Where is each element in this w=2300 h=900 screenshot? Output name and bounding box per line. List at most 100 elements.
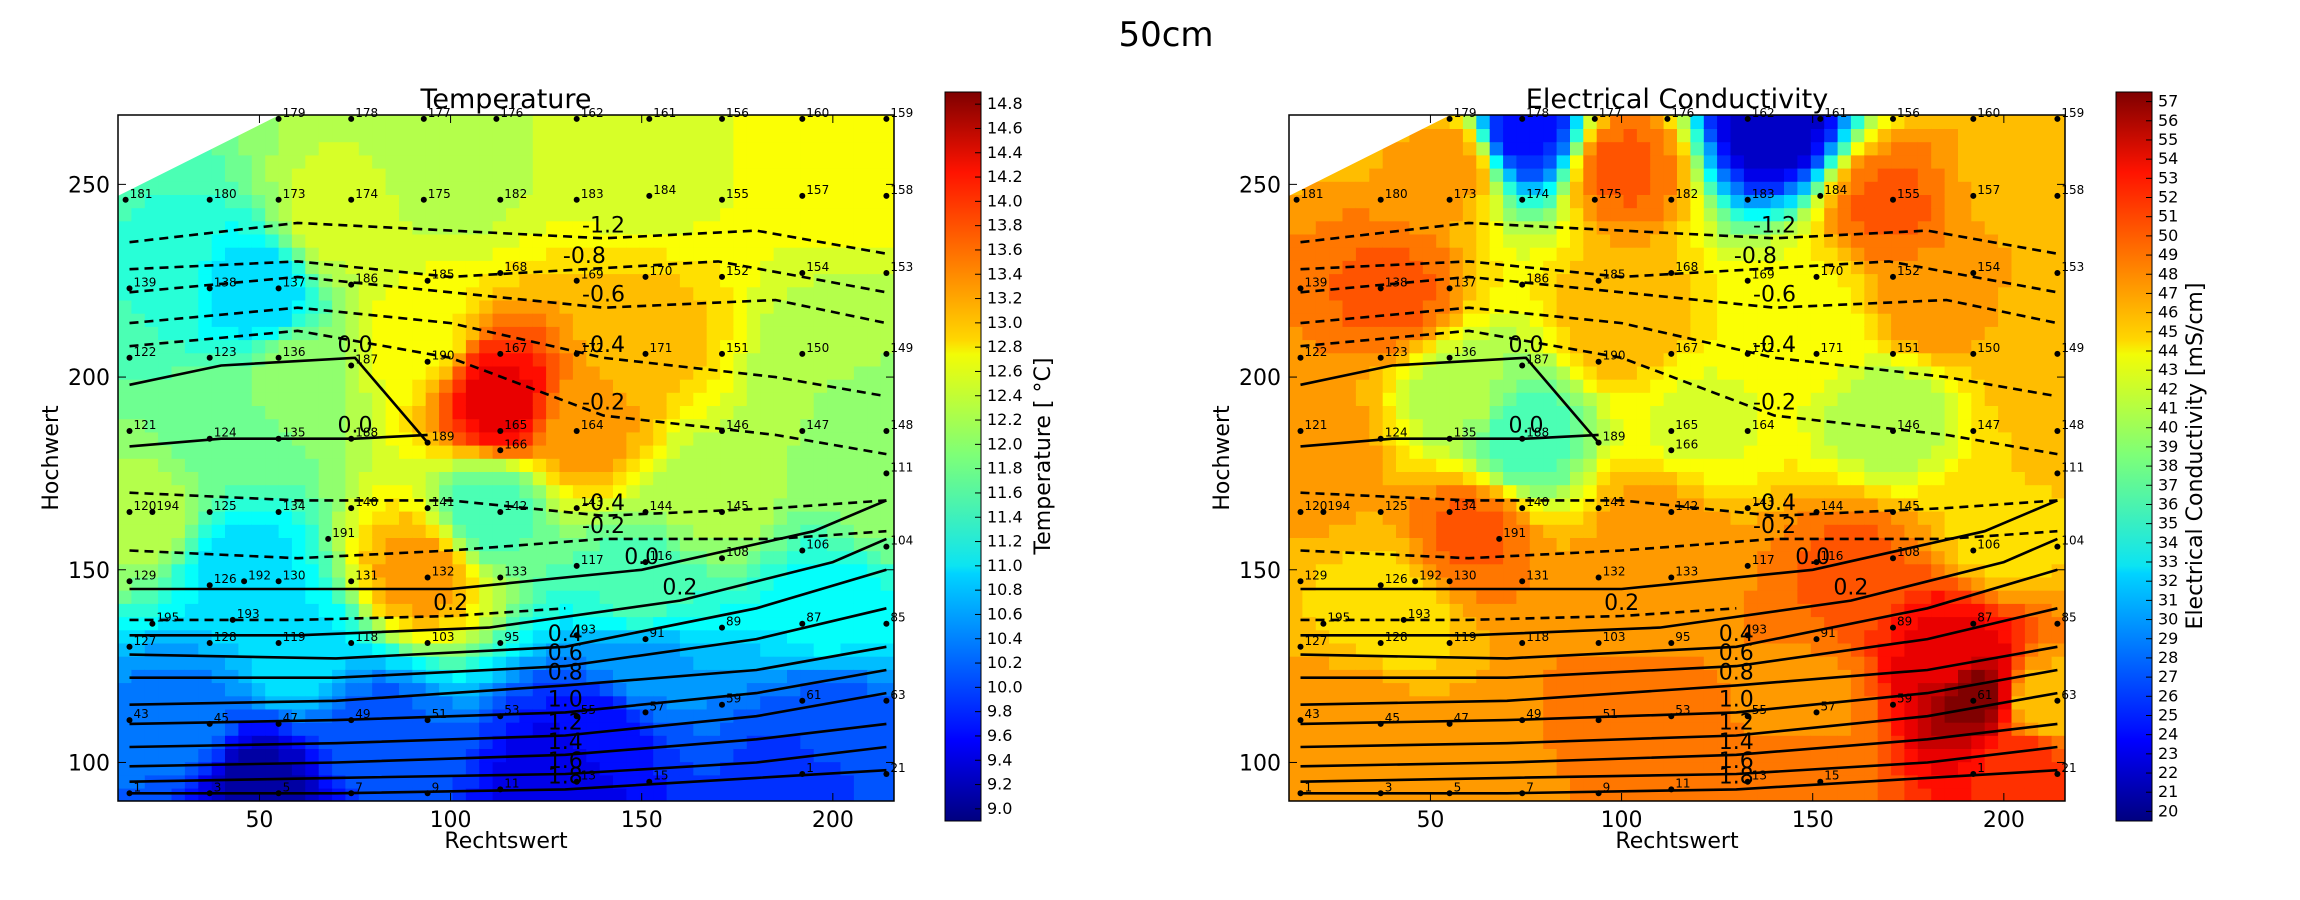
- field-cell: [840, 484, 855, 499]
- field-cell: [385, 286, 400, 301]
- field-cell: [1355, 524, 1371, 538]
- field-cell: [345, 154, 360, 169]
- field-cell: [1396, 233, 1411, 248]
- field-cell: [880, 260, 894, 275]
- field-cell: [1570, 458, 1585, 472]
- field-cell: [225, 682, 240, 697]
- field-cell: [813, 629, 828, 644]
- field-cell: [1570, 207, 1585, 222]
- field-cell: [345, 721, 360, 736]
- field-cell: [1690, 128, 1705, 143]
- field-cell: [666, 312, 681, 327]
- field-cell: [278, 524, 293, 538]
- field-cell: [599, 616, 614, 631]
- field-cell: [1516, 167, 1531, 182]
- field-cell: [158, 563, 173, 578]
- field-cell: [1315, 444, 1330, 459]
- field-cell: [787, 444, 802, 459]
- field-cell: [733, 181, 748, 195]
- field-cell: [225, 352, 240, 367]
- x-tick-label: 50: [245, 808, 273, 833]
- field-cell: [1503, 128, 1518, 143]
- field-cell: [211, 194, 226, 209]
- field-cell: [1690, 458, 1705, 472]
- field-cell: [599, 550, 614, 565]
- field-cell: [1529, 616, 1544, 631]
- field-cell: [1543, 246, 1558, 261]
- field-cell: [706, 378, 721, 393]
- station-label: 140: [355, 495, 378, 509]
- field-cell: [1342, 576, 1357, 591]
- field-cell: [479, 682, 494, 697]
- field-cell: [225, 207, 240, 222]
- station-label: 189: [432, 430, 455, 444]
- station-marker: [126, 578, 133, 585]
- field-cell: [118, 273, 133, 288]
- station-label: 129: [134, 568, 157, 582]
- field-cell: [1596, 524, 1611, 538]
- field-cell: [1396, 748, 1411, 763]
- field-cell: [144, 669, 159, 684]
- field-cell: [519, 392, 534, 406]
- y-tick-label: 250: [68, 173, 110, 198]
- field-cell: [1636, 339, 1652, 354]
- colorbar-tick-label: 14.0: [987, 191, 1023, 210]
- field-cell: [1570, 748, 1585, 763]
- field-cell: [666, 682, 681, 697]
- field-cell: [1570, 537, 1585, 552]
- field-cell: [626, 682, 641, 697]
- field-cell: [1610, 458, 1625, 472]
- field-cell: [827, 273, 842, 288]
- field-cell: [225, 524, 240, 538]
- field-cell: [546, 510, 561, 525]
- station-marker: [799, 270, 806, 276]
- field-cell: [1690, 312, 1705, 327]
- field-cell: [1449, 260, 1464, 275]
- field-cell: [1636, 629, 1652, 644]
- field-cell: [412, 629, 427, 644]
- station-label: 63: [890, 688, 905, 702]
- field-cell: [1422, 154, 1437, 169]
- field-cell: [666, 181, 681, 195]
- field-cell: [1422, 471, 1437, 486]
- field-cell: [345, 220, 360, 235]
- field-cell: [1382, 550, 1397, 565]
- field-cell: [1570, 405, 1585, 420]
- station-marker: [573, 115, 580, 122]
- field-cell: [1503, 220, 1518, 235]
- field-cell: [773, 735, 788, 749]
- field-cell: [1623, 589, 1638, 604]
- field-cell: [1663, 246, 1678, 261]
- field-cell: [519, 563, 534, 578]
- field-cell: [1570, 774, 1585, 789]
- field-cell: [118, 550, 133, 565]
- station-marker: [646, 115, 653, 122]
- field-cell: [1422, 589, 1437, 604]
- field-cell: [211, 510, 226, 525]
- field-cell: [238, 299, 253, 314]
- field-cell: [1610, 695, 1625, 710]
- field-cell: [1663, 128, 1678, 143]
- field-cell: [452, 471, 467, 486]
- field-cell: [1516, 299, 1531, 314]
- field-cell: [479, 194, 494, 209]
- field-cell: [1355, 220, 1371, 235]
- field-cell: [840, 352, 855, 367]
- field-cell: [1302, 669, 1317, 684]
- field-cell: [305, 787, 320, 801]
- field-cell: [171, 669, 186, 684]
- field-cell: [265, 220, 280, 235]
- contour-line: [129, 275, 887, 325]
- field-cell: [1677, 774, 1692, 789]
- field-cell: [1543, 576, 1558, 591]
- field-cell: [345, 312, 360, 327]
- field-cell: [291, 418, 307, 433]
- field-cell: [265, 471, 280, 486]
- field-cell: [599, 181, 614, 195]
- field-cell: [372, 365, 387, 380]
- field-cell: [880, 576, 894, 591]
- station-marker: [275, 115, 282, 122]
- station-label: 21: [890, 761, 905, 775]
- field-cell: [1369, 524, 1384, 538]
- field-cell: [1543, 589, 1558, 604]
